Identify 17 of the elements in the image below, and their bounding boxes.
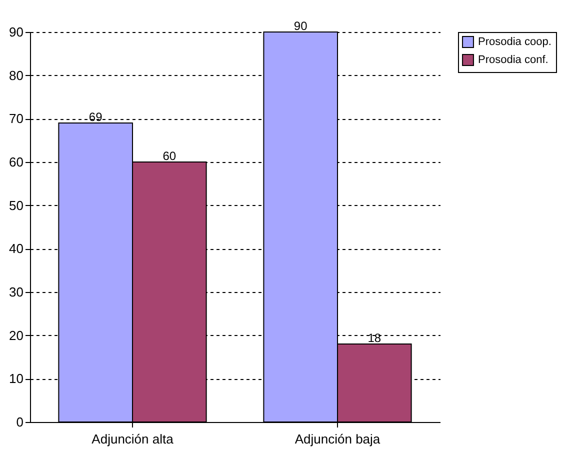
y-tick-label: 60 [9, 154, 24, 170]
y-tick-label: 10 [9, 371, 24, 386]
data-label: 90 [294, 19, 308, 33]
data-label: 69 [88, 110, 103, 124]
y-tick-label: 30 [9, 284, 24, 300]
y-tick-label: 70 [9, 111, 24, 126]
y-tick-label: 20 [9, 328, 24, 343]
y-tick-label: 50 [9, 198, 24, 213]
legend-label: Prosodia coop. [478, 36, 552, 48]
y-tick-label: 40 [9, 241, 24, 256]
legend-label: Prosodia conf. [478, 54, 548, 66]
x-tick-label: Adjunción alta [92, 432, 174, 446]
y-tick-label: 80 [9, 68, 24, 83]
y-tick-label: 90 [9, 24, 24, 40]
x-tick-label: Adjunción baja [294, 432, 381, 446]
data-label: 60 [162, 149, 176, 163]
y-tick-label: 0 [16, 414, 24, 430]
